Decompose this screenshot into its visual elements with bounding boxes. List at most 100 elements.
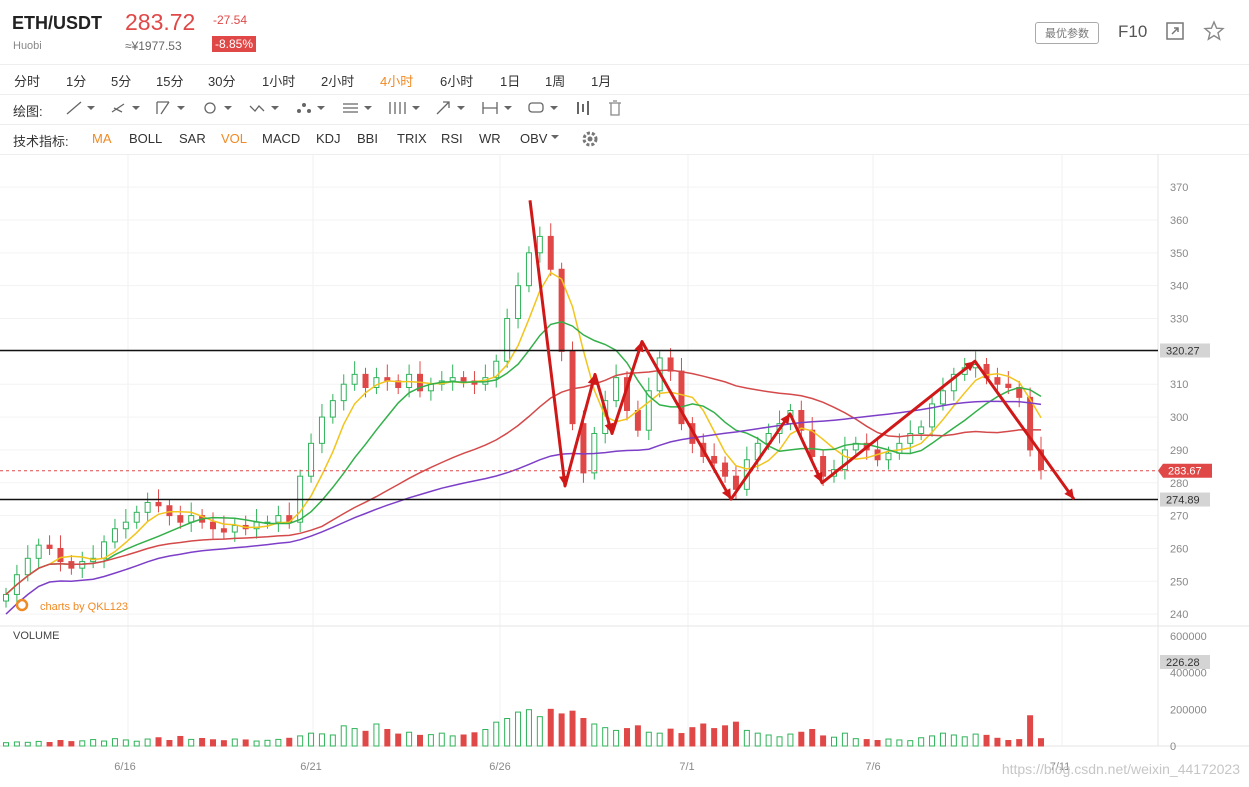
date-label: 6/26 (489, 761, 510, 773)
candle-body (613, 377, 620, 402)
volume-bar (634, 725, 641, 747)
indicator-obv[interactable]: OBV (520, 131, 548, 146)
indicator-ma[interactable]: MA (92, 131, 112, 146)
volume-tick-label: 400000 (1170, 668, 1207, 680)
qkl-logo-icon (15, 598, 29, 612)
interval-30m[interactable]: 30分 (208, 74, 236, 89)
candle-body (994, 377, 1001, 385)
candle-body (798, 409, 805, 431)
indicator-sar[interactable]: SAR (179, 131, 206, 146)
interval-1m[interactable]: 1分 (66, 74, 87, 89)
indicator-kdj[interactable]: KDJ (316, 131, 341, 146)
obv-dropdown-icon[interactable] (549, 132, 561, 154)
ma30-line (5, 369, 1042, 595)
gann-tool-icon[interactable] (386, 98, 422, 120)
volume-bar (743, 729, 750, 747)
volume-bar (395, 733, 402, 747)
candle-body (133, 511, 140, 523)
date-label: 7/6 (865, 761, 880, 773)
volume-bar (983, 734, 990, 747)
candle-body (885, 452, 892, 461)
candlestick-chart[interactable]: 3703603503403303203103002902802702602502… (0, 154, 1249, 787)
annotation-arrowhead (721, 488, 731, 500)
candle-body (634, 409, 641, 431)
f10-button[interactable]: F10 (1118, 22, 1148, 41)
candle-body (841, 449, 848, 471)
indicator-boll[interactable]: BOLL (129, 131, 163, 146)
interval-1h[interactable]: 1小时 (262, 74, 296, 89)
volume-bar (863, 739, 870, 747)
indicator-macd[interactable]: MACD (262, 131, 301, 146)
star-icon[interactable] (1203, 20, 1225, 42)
volume-bar (199, 737, 206, 747)
ma60-line (5, 400, 1042, 615)
volume-bar (231, 738, 238, 747)
volume-bar (482, 729, 489, 747)
volume-bar (286, 737, 293, 747)
price-tick-label: 330 (1170, 314, 1188, 326)
interval-1mo[interactable]: 1月 (591, 74, 612, 89)
candle-body (3, 593, 9, 602)
candle-body (35, 544, 42, 559)
indicator-label: 技术指标: (13, 134, 69, 149)
measure-tool-icon[interactable] (480, 98, 516, 120)
circle-tool-icon[interactable] (200, 98, 236, 120)
fullscreen-icon[interactable] (1164, 20, 1186, 42)
volume-bar (417, 734, 423, 747)
volume-bar (297, 735, 304, 747)
indicator-wr[interactable]: WR (479, 131, 501, 146)
candle-body (177, 515, 184, 523)
interval-2h[interactable]: 2小时 (321, 74, 355, 89)
trend-line-tool-icon[interactable] (63, 98, 99, 120)
volume-bar (24, 741, 31, 747)
interval-6h[interactable]: 6小时 (440, 74, 474, 89)
gear-icon[interactable] (579, 129, 601, 151)
volume-bar (929, 735, 936, 747)
channel-tool-icon[interactable] (153, 98, 189, 120)
candle-body (711, 455, 718, 464)
current-price-label: 283.67 (1168, 466, 1202, 478)
volume-bar (613, 729, 620, 747)
volume-bar (13, 741, 20, 747)
volume-tick-label: 600000 (1170, 631, 1207, 643)
fib-tool-icon[interactable] (340, 98, 376, 120)
volume-bar (1005, 740, 1012, 747)
volume-bar (831, 736, 837, 747)
interval-5m[interactable]: 5分 (111, 74, 132, 89)
price-tick-label: 240 (1170, 609, 1188, 621)
annotation-arrowhead (604, 422, 614, 434)
volume-bar (624, 728, 630, 747)
interval-1w[interactable]: 1周 (545, 74, 566, 89)
interval-4h[interactable]: 4小时 (380, 74, 414, 89)
candle-body (525, 252, 532, 287)
pattern-tool-icon[interactable] (293, 98, 329, 120)
candle-body (515, 285, 522, 320)
best-params-button[interactable]: 最优参数 (1035, 22, 1099, 44)
comment-tool-icon[interactable] (526, 98, 562, 120)
candle-body (896, 442, 903, 454)
arrow-tool-icon[interactable] (433, 98, 469, 120)
interval-fenshi[interactable]: 分时 (14, 74, 41, 89)
volume-bar (656, 732, 663, 747)
interval-1d[interactable]: 1日 (500, 74, 521, 89)
indicator-vol[interactable]: VOL (221, 131, 248, 146)
indicator-bbi[interactable]: BBI (357, 131, 378, 146)
volume-bar (384, 729, 391, 747)
ray-tool-icon[interactable] (108, 98, 144, 120)
indicator-trix[interactable]: TRIX (397, 131, 427, 146)
volume-bar (896, 739, 903, 747)
candle-body (950, 373, 957, 392)
trash-icon[interactable] (605, 98, 627, 120)
hline-label: 320.27 (1166, 345, 1200, 357)
candle-tool-icon[interactable] (573, 98, 595, 120)
price-tick-label: 250 (1170, 576, 1188, 588)
price-tick-label: 260 (1170, 543, 1188, 555)
volume-bar (460, 734, 467, 747)
wave-tool-icon[interactable] (247, 98, 283, 120)
volume-bar (558, 713, 565, 747)
volume-bar (776, 736, 783, 747)
volume-bar (809, 729, 816, 747)
indicator-rsi[interactable]: RSI (441, 131, 463, 146)
interval-15m[interactable]: 15分 (156, 74, 184, 89)
date-label: 7/1 (679, 761, 694, 773)
